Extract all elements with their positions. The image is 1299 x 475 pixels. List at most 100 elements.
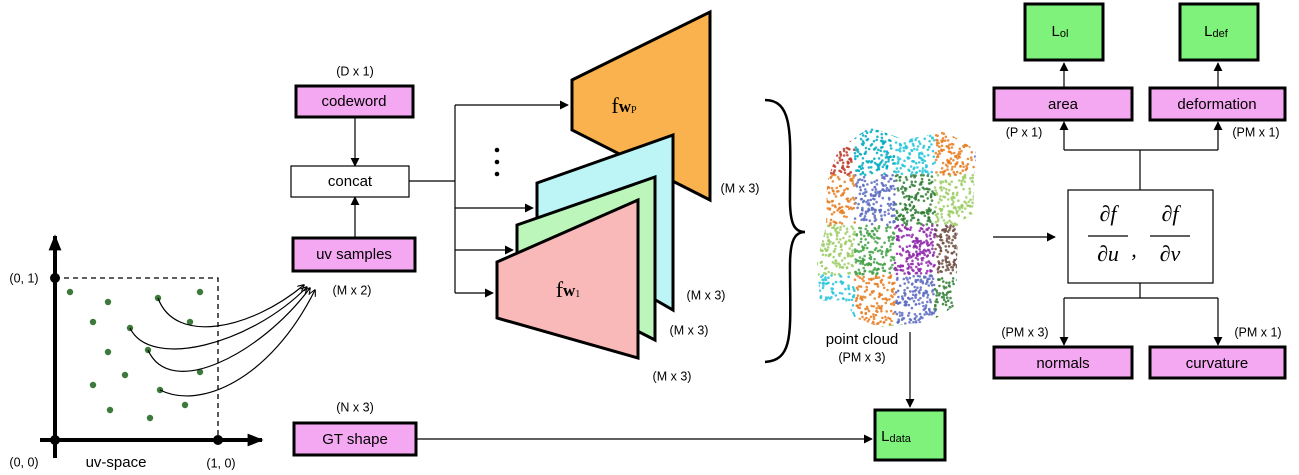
cloud-point [963,316,966,320]
cloud-point [834,141,838,144]
area-box [992,86,1134,122]
cloud-point [944,315,947,319]
cloud-point [839,325,843,327]
cloud-point [893,310,897,314]
cloud-point [879,149,882,153]
cloud-point [826,242,829,246]
cloud-point [935,141,939,145]
cloud-point [872,315,876,319]
cloud-point [971,128,975,132]
cloud-point [820,264,824,268]
cloud-point [954,244,957,248]
cloud-point [904,189,907,192]
cloud-point [921,169,924,173]
cloud-point [960,206,964,210]
cloud-point [831,287,834,291]
cloud-point [859,237,863,241]
cloud-point [939,233,943,236]
cloud-point [884,156,888,159]
cloud-point [834,134,837,137]
cloud-point [901,249,905,252]
cloud-point [913,244,916,248]
cloud-point [890,187,893,190]
cloud-point [836,298,840,302]
cloud-point [829,147,832,150]
cloud-point [899,150,902,153]
network-label: fwP [611,93,637,118]
cloud-point [877,226,880,230]
cloud-point [970,267,973,270]
cloud-point [952,250,956,254]
cloud-point [872,268,876,272]
cloud-point [949,224,952,227]
cloud-point [817,240,818,244]
cloud-point [912,269,915,273]
cloud-point [911,233,914,237]
cloud-point [908,318,912,321]
cloud-point [942,219,946,222]
cloud-point [848,139,852,142]
cloud-point [821,178,824,181]
cloud-point [880,136,884,140]
cloud-point [817,174,819,178]
cloud-point [888,276,892,280]
cloud-point [818,281,821,285]
cloud-point [937,293,941,297]
cloud-point [864,227,867,231]
cloud-point [914,294,917,298]
cloud-point [873,257,876,261]
cloud-point [936,155,940,158]
cloud-point [850,225,853,228]
cloud-point [912,174,915,177]
cloud-point [822,304,826,307]
cloud-point [948,174,952,178]
cloud-point [974,259,976,263]
cloud-point [849,171,853,174]
cloud-point [817,318,818,322]
cloud-point [847,127,850,129]
cloud-point [893,187,896,191]
cloud-point [869,235,873,238]
loss-box [1178,2,1260,62]
cloud-point [921,171,924,175]
cloud-point [853,130,857,133]
cloud-point [919,286,923,289]
cloud-point [973,183,976,186]
cloud-point [953,165,957,168]
cloud-point [846,199,850,203]
cloud-point [956,290,960,294]
cloud-point [951,306,954,310]
cloud-point [957,320,961,323]
cloud-point [942,170,945,174]
point-cloud-image [817,127,981,327]
cloud-point [835,230,838,234]
cloud-point [817,194,819,198]
cloud-point [931,224,934,227]
cloud-point [964,207,967,210]
cloud-point [893,179,896,183]
cloud-point [834,244,837,248]
cloud-point [918,151,921,155]
cloud-point [875,261,879,265]
cloud-point [886,128,889,131]
cloud-point [855,148,858,152]
cloud-point [848,319,852,323]
cloud-point [847,322,851,325]
cloud-point [853,250,857,253]
cloud-point [918,302,921,306]
cloud-point [892,232,896,235]
cloud-point [894,127,898,130]
cloud-point [908,244,912,248]
cloud-point [910,171,914,174]
cloud-point [824,267,827,271]
cloud-point [978,169,981,172]
cloud-point [964,311,968,315]
cloud-point [974,188,976,192]
cloud-point [951,238,954,242]
cloud-point [828,200,831,204]
cloud-point [819,146,822,149]
cloud-point [873,226,876,230]
cloud-point [885,174,889,178]
cloud-point [902,146,906,150]
cloud-point [839,170,843,173]
